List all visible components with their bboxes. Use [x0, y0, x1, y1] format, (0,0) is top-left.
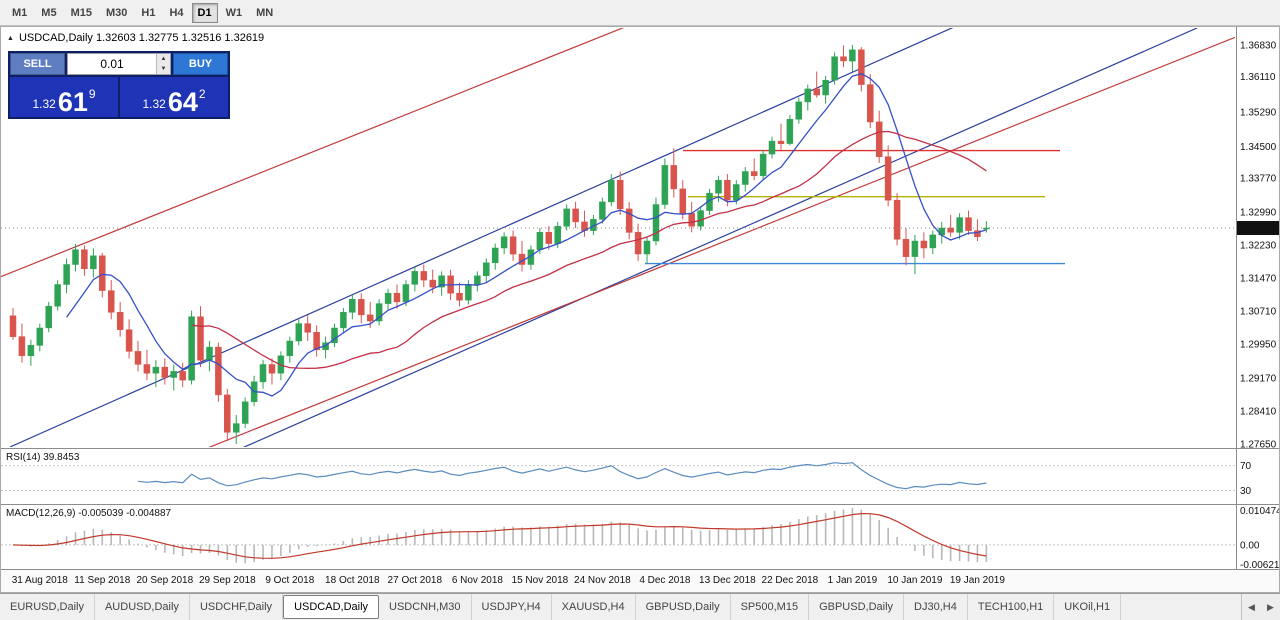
chart-tab-dj30-h4[interactable]: DJ30,H4	[904, 594, 968, 620]
svg-text:1.30710: 1.30710	[1240, 307, 1277, 318]
lot-spinner: ▲ ▼	[156, 54, 170, 74]
moving-averages-layer	[66, 73, 987, 397]
svg-text:1.36110: 1.36110	[1240, 72, 1276, 83]
rsi-pane: 70 30 RSI(14) 39.8453	[1, 452, 1252, 497]
svg-text:24 Nov 2018: 24 Nov 2018	[574, 575, 631, 586]
svg-text:19 Jan 2019: 19 Jan 2019	[950, 575, 1005, 586]
svg-text:1.32990: 1.32990	[1240, 207, 1277, 218]
chart-tab-usdcnh-m30[interactable]: USDCNH,M30	[379, 594, 472, 620]
svg-text:1.27650: 1.27650	[1240, 440, 1277, 451]
chart-tab-tech100-h1[interactable]: TECH100,H1	[968, 594, 1055, 620]
expand-triangle-icon[interactable]: ▲	[7, 34, 14, 42]
svg-text:4 Dec 2018: 4 Dec 2018	[639, 575, 691, 586]
chart-canvas[interactable]: 1.368301.361101.352901.345001.337701.329…	[0, 26, 1280, 593]
svg-text:1 Jan 2019: 1 Jan 2019	[828, 575, 878, 586]
chart-tab-usdchf-daily[interactable]: USDCHF,Daily	[190, 594, 284, 620]
svg-text:18 Oct 2018: 18 Oct 2018	[325, 575, 380, 586]
macd-histogram	[21, 508, 988, 564]
buy-price-sup: 2	[198, 87, 206, 101]
tab-scroll-left-icon[interactable]: ◀	[1242, 594, 1261, 620]
svg-text:1.31470: 1.31470	[1240, 273, 1277, 284]
chart-window: 1.36830 1.36110 1.35290 1.34500 1.33770 1.329…	[0, 26, 1280, 593]
tab-scroll-controls: ◀ ▶	[1241, 594, 1280, 620]
chart-ohlc-header: ▲ USDCAD,Daily 1.32603 1.32775 1.32516 1…	[7, 32, 264, 44]
lot-decrease-button[interactable]: ▼	[157, 64, 170, 74]
svg-text:15 Nov 2018: 15 Nov 2018	[512, 575, 569, 586]
sell-price-sup: 9	[88, 87, 96, 101]
lot-increase-button[interactable]: ▲	[157, 54, 170, 64]
svg-text:1.29170: 1.29170	[1240, 373, 1277, 384]
svg-text:29 Sep 2018: 29 Sep 2018	[199, 575, 256, 586]
timeframe-button-m15[interactable]: M15	[65, 3, 98, 23]
svg-text:13 Dec 2018: 13 Dec 2018	[699, 575, 756, 586]
tab-scroll-right-icon[interactable]: ▶	[1261, 594, 1280, 620]
svg-text:1.34500: 1.34500	[1240, 142, 1277, 153]
buy-price-prefix: 1.32	[142, 97, 166, 111]
svg-text:RSI(14) 39.8453: RSI(14) 39.8453	[6, 452, 80, 463]
price-axis[interactable]: 1.36830 1.36110 1.35290 1.34500 1.33770 1.329…	[1240, 41, 1277, 451]
svg-text:0.010474: 0.010474	[1240, 506, 1280, 517]
chart-tab-xauusd-h4[interactable]: XAUUSD,H4	[552, 594, 636, 620]
svg-text:-0.006218: -0.006218	[1240, 560, 1280, 571]
sell-button[interactable]: SELL	[10, 53, 65, 75]
pane-borders	[0, 26, 1280, 593]
svg-text:MACD(12,26,9) -0.005039 -0.004: MACD(12,26,9) -0.005039 -0.004887	[6, 508, 172, 519]
svg-text:1.32230: 1.32230	[1240, 240, 1277, 251]
chart-tabs-bar: EURUSD,Daily AUDUSD,Daily USDCHF,Daily USDC…	[0, 593, 1280, 620]
svg-text:1.35290: 1.35290	[1240, 107, 1277, 118]
chart-tab-audusd-daily[interactable]: AUDUSD,Daily	[95, 594, 190, 620]
timeframe-button-mn[interactable]: MN	[250, 3, 279, 23]
svg-text:22 Dec 2018: 22 Dec 2018	[762, 575, 819, 586]
svg-text:9 Oct 2018: 9 Oct 2018	[265, 575, 314, 586]
svg-text:1.36830: 1.36830	[1240, 41, 1277, 52]
svg-text:20 Sep 2018: 20 Sep 2018	[136, 575, 193, 586]
lot-size-control: ▲ ▼	[67, 53, 171, 75]
svg-text:27 Oct 2018: 27 Oct 2018	[388, 575, 443, 586]
lot-size-input[interactable]	[68, 54, 156, 74]
timeframe-button-m1[interactable]: M1	[6, 3, 33, 23]
timeframe-button-h1[interactable]: H1	[135, 3, 161, 23]
chart-tab-usdjpy-h4[interactable]: USDJPY,H4	[472, 594, 552, 620]
svg-text:0.00: 0.00	[1240, 540, 1260, 551]
svg-text:6 Nov 2018: 6 Nov 2018	[452, 575, 504, 586]
horizontal-lines-layer[interactable]	[645, 149, 1065, 265]
svg-text:1.28410: 1.28410	[1240, 406, 1277, 417]
chart-tab-gbpusd-daily[interactable]: GBPUSD,Daily	[809, 594, 905, 620]
timeframe-button-d1[interactable]: D1	[191, 2, 218, 23]
timeframe-button-h4[interactable]: H4	[163, 3, 189, 23]
chart-tab-sp500-m15[interactable]: SP500,M15	[731, 594, 810, 620]
chart-tab-eurusd-daily[interactable]: EURUSD,Daily	[0, 594, 95, 620]
chart-tab-gbpusd-daily[interactable]: GBPUSD,Daily	[636, 594, 731, 620]
timeframe-toolbar: M1 M5 M15 M30 H1 H4 D1 W1 MN	[0, 0, 1280, 26]
svg-text:30: 30	[1240, 486, 1252, 497]
chart-ohlc-text: USDCAD,Daily 1.32603 1.32775 1.32516 1.3…	[18, 32, 265, 44]
timeframe-button-w1[interactable]: W1	[220, 3, 249, 23]
svg-text:11 Sep 2018: 11 Sep 2018	[74, 575, 130, 586]
time-axis[interactable]: 31 Aug 2018 11 Sep 2018 20 Sep 2018 29 Sep …	[12, 575, 1006, 586]
current-price-badge: 1.32619	[1236, 221, 1280, 235]
chart-tab-usdcad-daily[interactable]: USDCAD,Daily	[283, 595, 380, 619]
svg-text:1.29950: 1.29950	[1240, 340, 1277, 351]
sell-price-prefix: 1.32	[32, 97, 56, 111]
buy-price-display[interactable]: 1.32 64 2	[120, 77, 228, 117]
svg-text:70: 70	[1240, 461, 1252, 472]
timeframe-button-m5[interactable]: M5	[35, 3, 62, 23]
sell-price-big: 61	[57, 87, 88, 118]
buy-price-big: 64	[167, 87, 198, 118]
chart-tab-list: EURUSD,Daily AUDUSD,Daily USDCHF,Daily USDC…	[0, 594, 1122, 620]
svg-text:1.32619: 1.32619	[1240, 224, 1277, 235]
chart-tab-ukoil-h1[interactable]: UKOil,H1	[1054, 594, 1122, 620]
svg-text:31 Aug 2018: 31 Aug 2018	[12, 575, 69, 586]
buy-button[interactable]: BUY	[173, 53, 228, 75]
svg-text:10 Jan 2019: 10 Jan 2019	[887, 575, 942, 586]
sell-price-display[interactable]: 1.32 61 9	[10, 77, 118, 117]
timeframe-button-m30[interactable]: M30	[100, 3, 133, 23]
macd-pane: 0.010474 0.00 -0.006218 MACD(12,26,9) -0.00…	[1, 506, 1280, 571]
svg-text:1.33770: 1.33770	[1240, 174, 1277, 185]
